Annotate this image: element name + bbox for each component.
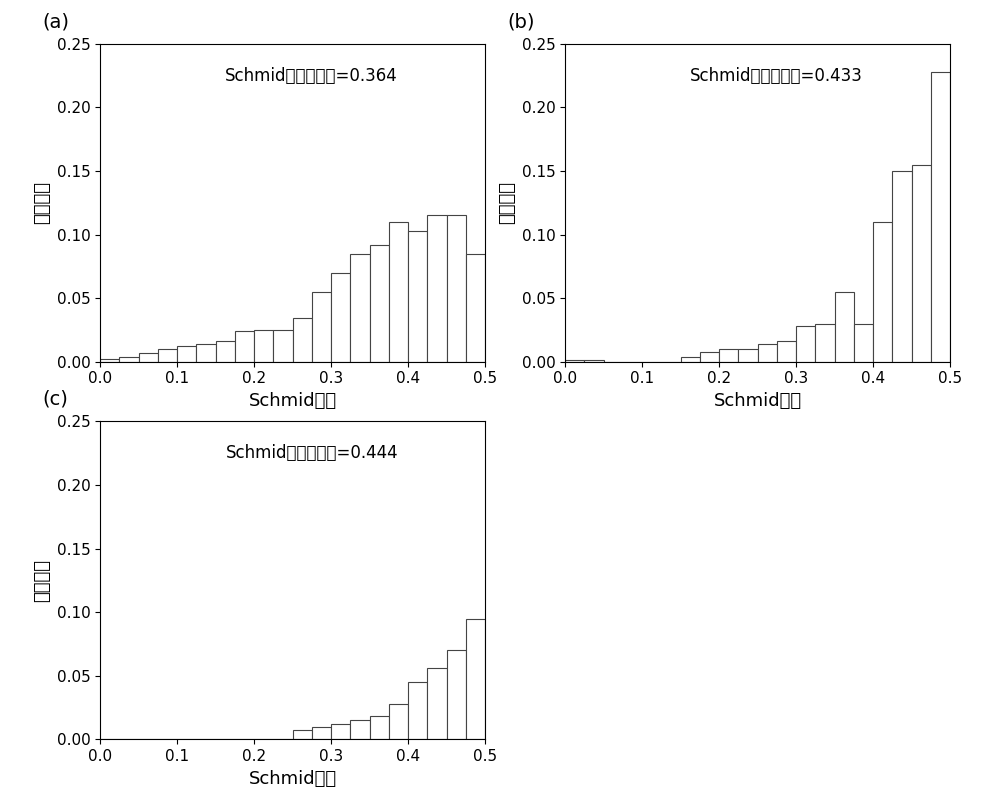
- Y-axis label: 所占比例: 所占比例: [33, 181, 51, 224]
- Bar: [873, 222, 892, 362]
- Bar: [370, 716, 389, 739]
- Bar: [912, 165, 931, 362]
- Bar: [254, 330, 273, 362]
- Bar: [796, 326, 815, 362]
- Text: Schmid因子平均值=0.364: Schmid因子平均值=0.364: [225, 67, 398, 84]
- Bar: [700, 351, 719, 362]
- Bar: [389, 222, 408, 362]
- Bar: [680, 357, 700, 362]
- Bar: [584, 360, 604, 362]
- Bar: [350, 254, 370, 362]
- Text: Schmid因子平均值=0.433: Schmid因子平均值=0.433: [690, 67, 863, 84]
- Bar: [158, 349, 177, 362]
- Text: Schmid因子平均值=0.444: Schmid因子平均值=0.444: [225, 444, 398, 462]
- Bar: [100, 359, 119, 362]
- Y-axis label: 所占比例: 所占比例: [498, 181, 516, 224]
- Bar: [350, 720, 370, 739]
- Bar: [119, 357, 138, 362]
- Bar: [138, 353, 158, 362]
- Bar: [177, 347, 196, 362]
- Bar: [719, 349, 738, 362]
- Bar: [446, 650, 466, 739]
- Bar: [815, 324, 834, 362]
- Text: (b): (b): [507, 12, 535, 31]
- Bar: [235, 332, 254, 362]
- Text: (c): (c): [42, 390, 68, 409]
- Bar: [408, 682, 427, 739]
- X-axis label: Schmid因子: Schmid因子: [248, 392, 337, 410]
- Bar: [312, 727, 331, 739]
- Bar: [196, 344, 216, 362]
- Bar: [466, 254, 485, 362]
- Bar: [892, 171, 912, 362]
- Bar: [331, 273, 350, 362]
- Bar: [427, 668, 446, 739]
- Bar: [312, 292, 331, 362]
- Bar: [292, 731, 312, 739]
- X-axis label: Schmid因子: Schmid因子: [713, 392, 802, 410]
- Bar: [446, 215, 466, 362]
- Bar: [292, 319, 312, 362]
- Bar: [389, 704, 408, 739]
- Bar: [331, 724, 350, 739]
- Bar: [777, 341, 796, 362]
- Bar: [466, 619, 485, 739]
- X-axis label: Schmid因子: Schmid因子: [248, 770, 337, 788]
- Bar: [758, 344, 777, 362]
- Bar: [738, 349, 758, 362]
- Bar: [427, 215, 446, 362]
- Bar: [216, 341, 235, 362]
- Bar: [565, 360, 584, 362]
- Text: (a): (a): [42, 12, 69, 31]
- Bar: [408, 231, 427, 362]
- Bar: [273, 330, 292, 362]
- Bar: [854, 324, 873, 362]
- Y-axis label: 所占比例: 所占比例: [33, 559, 51, 602]
- Bar: [370, 245, 389, 362]
- Bar: [834, 292, 854, 362]
- Bar: [931, 72, 950, 362]
